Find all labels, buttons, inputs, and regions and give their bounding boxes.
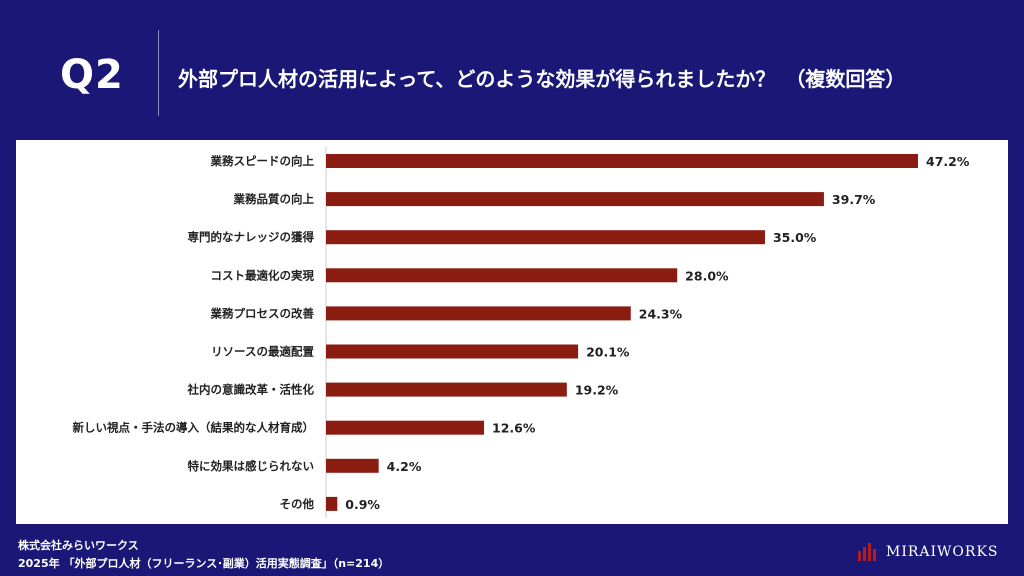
category-label: コスト最適化の実現: [211, 268, 315, 282]
company-logo: MIRAIWORKS: [858, 540, 999, 564]
footer-source: 2025年 「外部プロ人材（フリーランス･副業）活用実態調査」（n=214）: [18, 557, 390, 570]
bar: [326, 192, 824, 207]
category-label: 業務プロセスの改善: [210, 306, 315, 320]
category-label: 特に効果は感じられない: [188, 459, 315, 473]
value-label: 20.1%: [586, 345, 630, 360]
bar: [326, 458, 379, 473]
logo-mark-icon: [858, 543, 878, 561]
bar: [326, 154, 918, 168]
bar: [326, 306, 631, 321]
category-label: 新しい視点・手法の導入（結果的な人材育成）: [73, 421, 315, 435]
bar: [326, 344, 579, 359]
bar: [326, 420, 485, 435]
bar: [326, 230, 765, 245]
category-label: 業務スピードの向上: [210, 154, 315, 168]
value-label: 35.0%: [773, 230, 817, 245]
question-number: Q2: [60, 52, 124, 98]
value-label: 4.2%: [387, 459, 422, 474]
bar-chart: 業務スピードの向上 47.2% 業務品質の向上 39.7% 専門的なナレッジの獲得 35.…: [73, 147, 970, 518]
value-label: 12.6%: [492, 421, 536, 436]
bar: [326, 268, 678, 283]
logo-text: MIRAIWORKS: [886, 544, 999, 560]
chart-panel: 業務スピードの向上 47.2% 業務品質の向上 39.7% 専門的なナレッジの獲得 35.…: [16, 140, 1008, 524]
category-label: リソースの最適配置: [211, 345, 314, 359]
page-title: 外部プロ人材の活用によって、どのような効果が得られましたか？ （複数回答）: [178, 67, 906, 91]
category-label: 社内の意識改革・活性化: [187, 383, 315, 397]
value-label: 0.9%: [345, 497, 380, 512]
category-label: 専門的なナレッジの獲得: [188, 230, 315, 244]
value-label: 24.3%: [639, 306, 683, 321]
header-divider: [158, 30, 159, 116]
bar: [326, 496, 338, 511]
category-label: その他: [280, 497, 315, 511]
category-label: 業務品質の向上: [233, 192, 315, 206]
value-label: 39.7%: [832, 192, 876, 207]
footer-company: 株式会社みらいワークス: [18, 539, 139, 552]
value-label: 47.2%: [926, 154, 970, 169]
header: Q2 外部プロ人材の活用によって、どのような効果が得られましたか？ （複数回答）: [0, 0, 1024, 140]
bar: [326, 382, 567, 397]
value-label: 28.0%: [685, 268, 729, 283]
value-label: 19.2%: [575, 383, 619, 398]
